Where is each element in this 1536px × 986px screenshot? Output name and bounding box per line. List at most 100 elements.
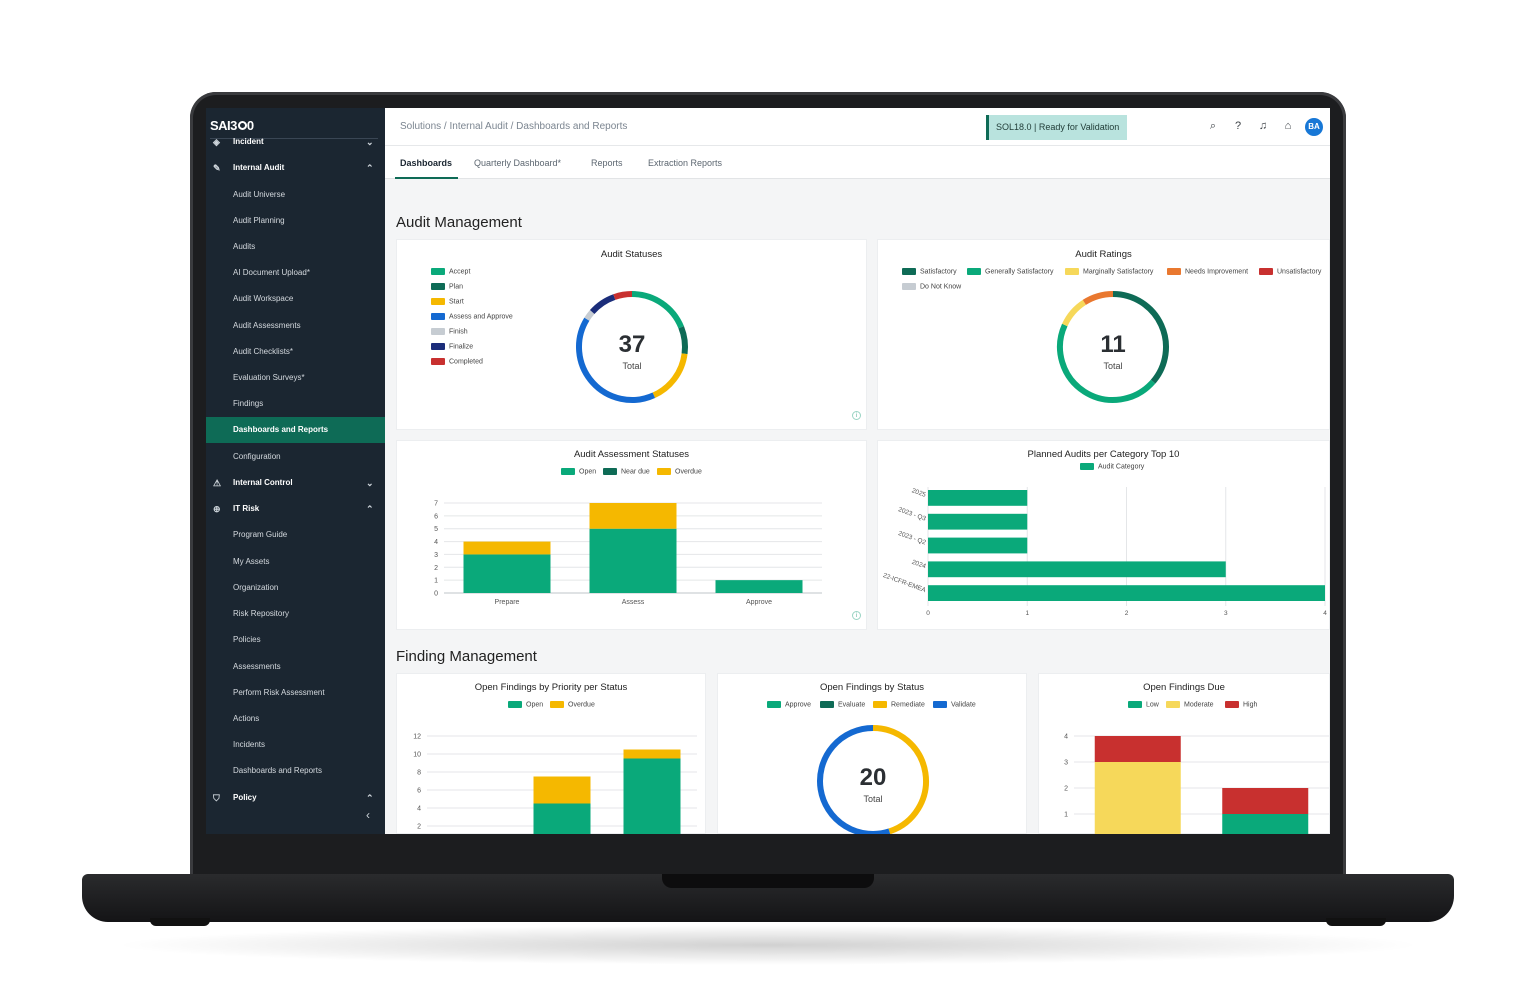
sidebar-item-organization[interactable]: Organization xyxy=(233,583,279,592)
card-title: Planned Audits per Category Top 10 xyxy=(1027,449,1180,460)
legend-item[interactable]: Plan xyxy=(431,283,463,290)
chevron-down-icon[interactable]: ⌄ xyxy=(366,478,374,488)
legend-item[interactable]: Open xyxy=(508,701,543,708)
sidebar-item-actions[interactable]: Actions xyxy=(233,714,260,723)
legend-swatch xyxy=(933,701,947,708)
legend-item[interactable]: Moderate xyxy=(1166,701,1214,708)
sidebar-item-assessments[interactable]: Assessments xyxy=(233,662,281,671)
sidebar-section-internal-control[interactable]: ⚠ Internal Control ⌄ xyxy=(206,472,385,494)
legend-item[interactable]: High xyxy=(1225,701,1257,708)
sidebar-item-audit-checklists[interactable]: Audit Checklists* xyxy=(233,347,294,356)
chevron-up-icon[interactable]: ⌃ xyxy=(366,163,374,173)
legend-item[interactable]: Finish xyxy=(431,328,468,335)
info-icon[interactable]: i xyxy=(852,411,861,420)
bar-chart-findings-priority: 2 4 6 8 10 12 xyxy=(413,734,697,834)
legend-swatch xyxy=(1259,268,1273,275)
sidebar-item-ai-document-upload[interactable]: AI Document Upload* xyxy=(233,268,310,277)
legend-item[interactable]: Completed xyxy=(431,358,483,365)
warning-icon: ⚠ xyxy=(213,478,222,488)
sidebar-item-my-assets[interactable]: My Assets xyxy=(233,557,270,566)
legend-swatch xyxy=(508,701,522,708)
sidebar-item-findings[interactable]: Findings xyxy=(233,399,264,408)
sidebar-item-configuration[interactable]: Configuration xyxy=(233,452,281,461)
legend-item[interactable]: Satisfactory xyxy=(902,268,957,275)
legend-item[interactable]: Open xyxy=(561,468,596,475)
bar xyxy=(1222,788,1309,814)
y-tick-label: 2023 - Q3 xyxy=(897,506,927,523)
legend-item[interactable]: Needs Improvement xyxy=(1167,268,1248,275)
x-tick-label: 3 xyxy=(1224,610,1228,617)
sidebar-item-policies[interactable]: Policies xyxy=(233,635,261,644)
legend-item[interactable]: Finalize xyxy=(431,343,473,350)
breadcrumb[interactable]: Solutions / Internal Audit / Dashboards … xyxy=(400,121,628,132)
tab-extraction-reports[interactable]: Extraction Reports xyxy=(648,158,723,168)
y-tick-label: 12 xyxy=(413,734,421,741)
tab-quarterly-dashboard[interactable]: Quarterly Dashboard* xyxy=(474,158,562,168)
laptop-shadow xyxy=(110,925,1426,965)
avatar[interactable]: BA xyxy=(1305,118,1323,136)
y-tick-label: 2024 xyxy=(911,559,927,571)
legend-item[interactable]: Remediate xyxy=(873,701,925,708)
legend-item[interactable]: Evaluate xyxy=(820,701,865,708)
legend-item[interactable]: Overdue xyxy=(657,468,702,475)
sidebar-item-dashboards-and-reports[interactable]: Dashboards and Reports xyxy=(206,417,385,443)
x-tick-label: Prepare xyxy=(495,599,520,606)
y-tick-label: 4 xyxy=(417,806,421,813)
sidebar-section-incident[interactable]: ◈ Incident ⌄ xyxy=(206,131,385,153)
app-logo[interactable]: SAI3 0 xyxy=(210,118,254,133)
app-screen: SAI3 0 ◈ Incident ⌄ ✎ Internal Audit ⌃ Au… xyxy=(206,108,1330,834)
legend-item[interactable]: Overdue xyxy=(550,701,595,708)
bar xyxy=(1222,814,1309,834)
legend-swatch xyxy=(657,468,671,475)
search-icon[interactable]: ⌕ xyxy=(1209,120,1217,132)
bell-icon[interactable]: ♫ xyxy=(1258,120,1268,132)
legend-item[interactable]: Accept xyxy=(431,268,470,275)
y-tick-label: 2 xyxy=(1064,786,1068,793)
chevron-down-icon[interactable]: ⌄ xyxy=(366,137,374,147)
legend-item[interactable]: Near due xyxy=(603,468,650,475)
x-tick-label: 0 xyxy=(926,610,930,617)
sidebar-item-audit-planning[interactable]: Audit Planning xyxy=(233,216,285,225)
x-tick-label: 4 xyxy=(1323,610,1327,617)
legend-item[interactable]: Audit Category xyxy=(1080,463,1144,470)
sidebar-item-audit-assessments[interactable]: Audit Assessments xyxy=(233,321,301,330)
help-icon[interactable]: ? xyxy=(1234,120,1242,132)
legend-item[interactable]: Do Not Know xyxy=(902,283,961,290)
home-icon[interactable]: ⌂ xyxy=(1284,120,1292,132)
sidebar-item-it-risk-dashboards[interactable]: Dashboards and Reports xyxy=(233,766,322,775)
sidebar-section-policy[interactable]: ⛉ Policy ⌃ xyxy=(206,787,385,809)
sidebar-item-audit-workspace[interactable]: Audit Workspace xyxy=(233,294,294,303)
legend-swatch xyxy=(1065,268,1079,275)
collapse-sidebar-icon[interactable]: ‹ xyxy=(366,808,370,822)
tab-reports[interactable]: Reports xyxy=(591,158,623,168)
section-title-audit-management: Audit Management xyxy=(396,214,522,231)
legend-item[interactable]: Assess and Approve xyxy=(431,313,513,320)
legend-item[interactable]: Start xyxy=(431,298,464,305)
sidebar-section-internal-audit[interactable]: ✎ Internal Audit ⌃ xyxy=(206,157,385,179)
sidebar-item-evaluation-surveys[interactable]: Evaluation Surveys* xyxy=(233,373,305,382)
legend-swatch xyxy=(603,468,617,475)
chevron-up-icon[interactable]: ⌃ xyxy=(366,793,374,803)
chevron-up-icon[interactable]: ⌃ xyxy=(366,504,374,514)
sidebar-item-program-guide[interactable]: Program Guide xyxy=(233,530,288,539)
y-tick-label: 4 xyxy=(1064,734,1068,741)
tab-dashboards[interactable]: Dashboards xyxy=(400,158,453,168)
sidebar-item-incidents[interactable]: Incidents xyxy=(233,740,266,749)
legend-item[interactable]: Validate xyxy=(933,701,976,708)
legend-swatch xyxy=(1167,268,1181,275)
legend-item[interactable]: Low xyxy=(1128,701,1159,708)
info-icon[interactable]: i xyxy=(852,611,861,620)
sidebar-section-it-risk[interactable]: ⊕ IT Risk ⌃ xyxy=(206,498,385,520)
legend-item[interactable]: Approve xyxy=(767,701,811,708)
sidebar-item-perform-risk-assessment[interactable]: Perform Risk Assessment xyxy=(233,688,325,697)
legend-item[interactable]: Generally Satisfactory xyxy=(967,268,1053,275)
card-audit-assessment-statuses: Audit Assessment Statuses Open Near due … xyxy=(396,440,867,630)
legend-item[interactable]: Marginally Satisfactory xyxy=(1065,268,1153,275)
sidebar-item-risk-repository[interactable]: Risk Repository xyxy=(233,609,290,618)
legend-item[interactable]: Unsatisfactory xyxy=(1259,268,1321,275)
x-tick-label: 2 xyxy=(1125,610,1129,617)
sidebar-item-audit-universe[interactable]: Audit Universe xyxy=(233,190,286,199)
sidebar-item-audits[interactable]: Audits xyxy=(233,242,256,251)
bar xyxy=(623,758,681,834)
donut-segment xyxy=(872,725,929,834)
